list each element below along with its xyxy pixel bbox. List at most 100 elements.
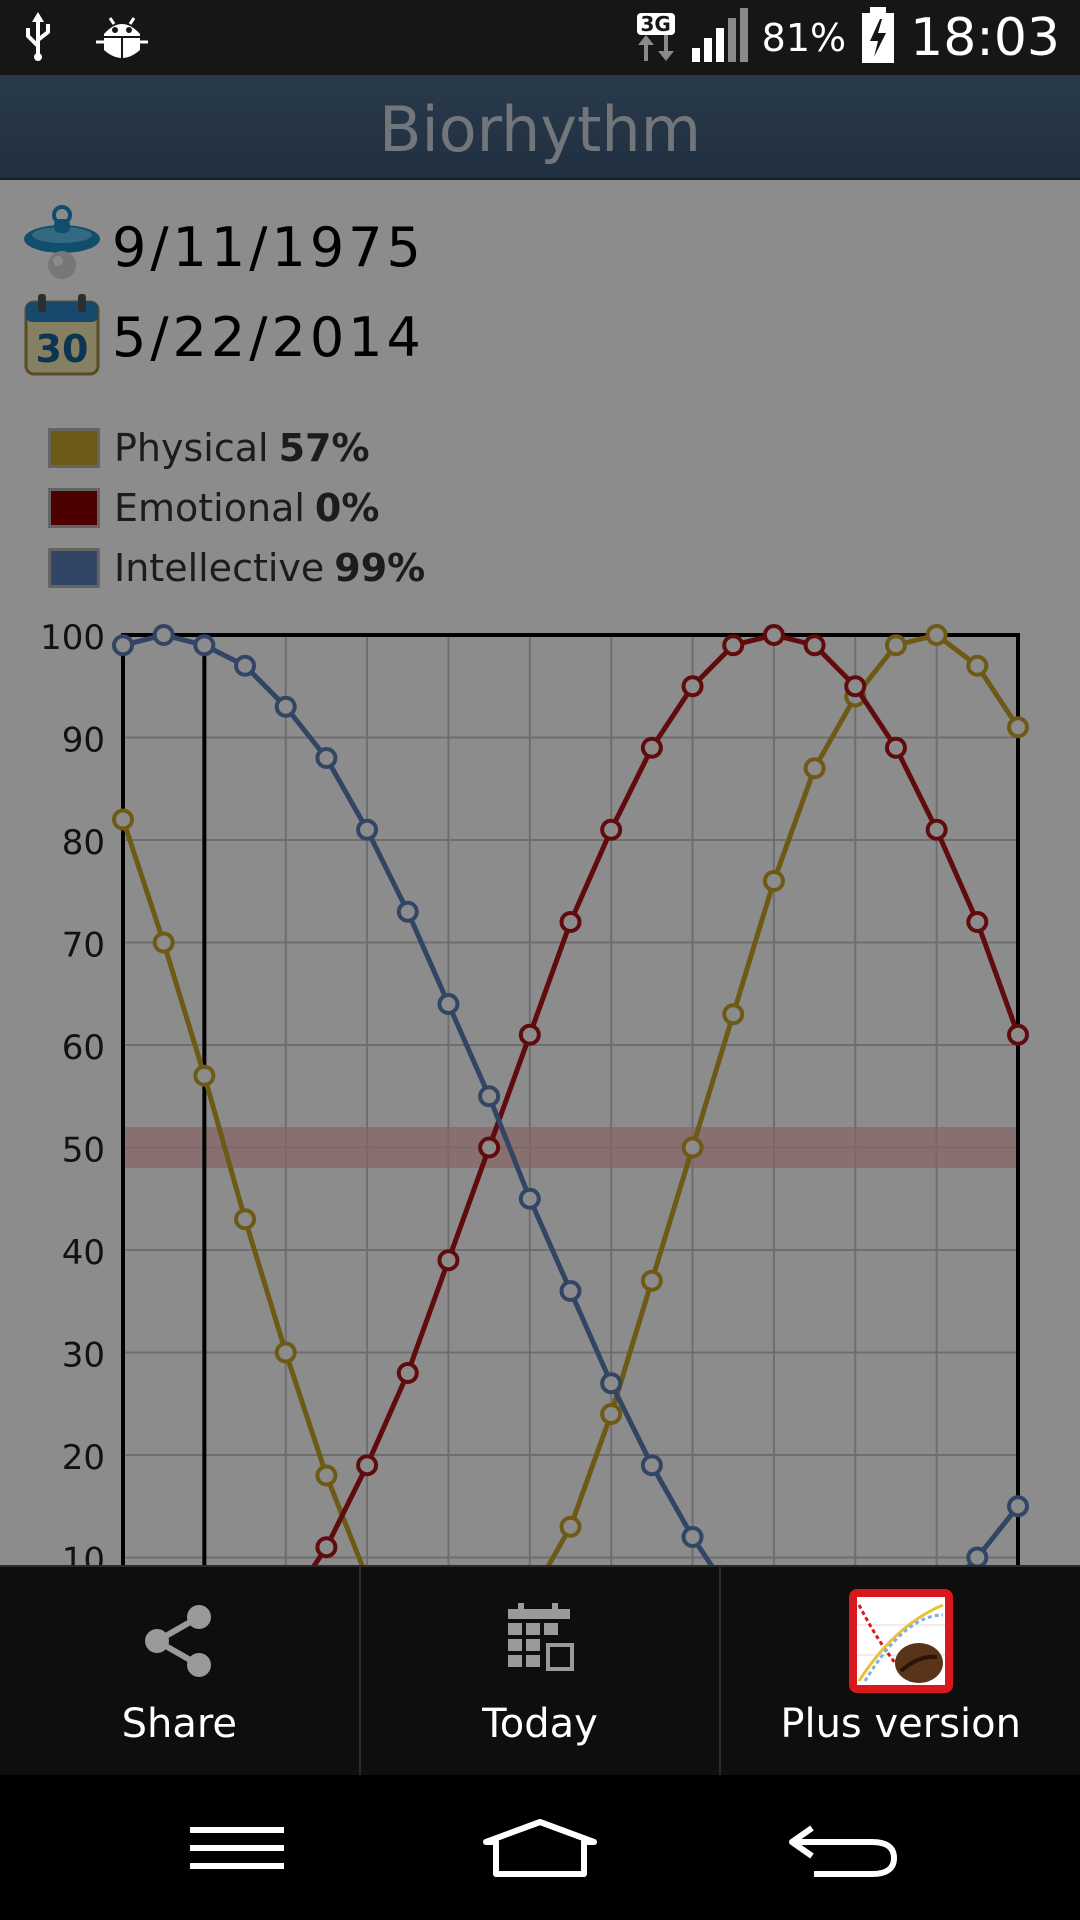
data-point-emotional [315, 1536, 338, 1559]
data-point-emotional [396, 1362, 419, 1384]
back-nav-button[interactable] [764, 1805, 924, 1890]
calendar-today-icon [500, 1581, 580, 1701]
data-point-intellective [559, 1280, 582, 1302]
data-point-physical [112, 808, 134, 831]
data-point-intellective [274, 695, 297, 718]
page-title: Biorhythm [378, 93, 702, 166]
back-icon [789, 1825, 898, 1877]
data-point-physical [925, 624, 948, 646]
usb-icon [22, 12, 54, 66]
main-content: 9/11/1975 30 5/22/2014 Physical 57% [0, 180, 1080, 1565]
data-point-intellective [478, 1085, 501, 1108]
data-point-emotional [437, 1249, 460, 1272]
legend-name: Emotional [114, 486, 305, 530]
share-label: Share [121, 1701, 238, 1747]
network-3g-icon: 3G [636, 12, 676, 63]
reference-band [123, 1127, 1018, 1168]
biorhythm-chart[interactable]: 0102030405060708090100202224262830135791… [0, 180, 1080, 1565]
plus-version-label: Plus version [780, 1701, 1021, 1747]
data-point-physical [274, 1341, 297, 1364]
data-point-physical [559, 1515, 582, 1538]
data-point-intellective [152, 624, 175, 646]
status-bar: 3G 81% [0, 0, 1080, 75]
data-point-intellective [966, 1546, 989, 1565]
y-tick-label: 50 [62, 1131, 105, 1171]
data-point-physical [640, 1269, 663, 1292]
y-tick-label: 20 [62, 1438, 105, 1478]
legend-value: 99% [334, 546, 426, 590]
data-point-emotional [478, 1136, 501, 1159]
battery-percent: 81% [761, 15, 847, 60]
today-label: Today [482, 1701, 598, 1747]
data-point-intellective [396, 900, 419, 923]
pacifier-icon [22, 205, 102, 289]
legend-item-emotional[interactable]: Emotional 0% [48, 478, 425, 538]
data-point-physical [681, 1136, 704, 1159]
legend-item-physical[interactable]: Physical 57% [48, 418, 425, 478]
data-point-physical [315, 1464, 338, 1487]
y-tick-label: 40 [62, 1233, 105, 1273]
menu-icon [190, 1826, 284, 1869]
legend-swatch-physical [48, 428, 100, 468]
current-date-row[interactable]: 30 5/22/2014 [22, 292, 425, 382]
data-point-intellective [640, 1454, 663, 1477]
legend-value: 57% [278, 426, 370, 470]
legend-swatch-intellective [48, 548, 100, 588]
menu-nav-button[interactable] [158, 1805, 318, 1890]
y-tick-label: 10 [62, 1541, 105, 1566]
birth-date-row[interactable]: 9/11/1975 [22, 205, 425, 289]
y-tick-label: 70 [62, 926, 105, 966]
share-icon [139, 1581, 219, 1701]
data-point-emotional [884, 736, 907, 759]
data-point-emotional [600, 818, 623, 841]
data-point-emotional [1007, 1023, 1029, 1046]
y-tick-label: 90 [62, 721, 105, 761]
data-point-physical [884, 634, 907, 657]
home-icon [483, 1818, 597, 1877]
data-point-emotional [722, 634, 745, 657]
legend-item-intellective[interactable]: Intellective 99% [48, 538, 425, 598]
legend-value: 0% [314, 486, 380, 530]
data-point-emotional [762, 624, 785, 646]
data-point-physical [152, 931, 175, 954]
data-point-intellective [356, 818, 379, 841]
plus-version-button[interactable]: Plus version [721, 1567, 1080, 1775]
legend-name: Physical [114, 426, 269, 470]
signal-icon [690, 7, 748, 68]
y-tick-label: 80 [62, 823, 105, 863]
current-date: 5/22/2014 [112, 305, 425, 369]
home-nav-button[interactable] [460, 1805, 620, 1890]
data-point-physical [193, 1064, 216, 1087]
share-button[interactable]: Share [0, 1567, 361, 1775]
data-point-intellective [1007, 1495, 1029, 1518]
data-point-intellective [234, 654, 257, 677]
data-point-intellective [518, 1187, 541, 1210]
clock: 18:03 [910, 7, 1060, 68]
data-point-emotional [640, 736, 663, 759]
y-tick-label: 60 [62, 1028, 105, 1068]
data-point-emotional [966, 911, 989, 933]
data-point-physical [600, 1403, 623, 1425]
debug-icon [94, 10, 150, 68]
data-point-physical [803, 757, 826, 780]
data-point-intellective [193, 634, 216, 657]
data-point-intellective [681, 1526, 704, 1548]
navigation-bar [0, 1775, 1080, 1920]
data-point-emotional [681, 675, 704, 698]
battery-charging-icon [860, 6, 896, 69]
options-menu: Share Today [0, 1565, 1080, 1775]
data-point-intellective [437, 993, 460, 1015]
data-point-intellective [315, 747, 338, 769]
y-tick-label: 30 [62, 1336, 105, 1376]
plus-version-app-icon [845, 1581, 957, 1701]
today-button[interactable]: Today [361, 1567, 722, 1775]
data-point-intellective [600, 1372, 623, 1395]
data-point-emotional [803, 634, 826, 657]
plot-area [123, 635, 1018, 1565]
data-point-emotional [356, 1454, 379, 1477]
legend-name: Intellective [114, 546, 325, 590]
data-point-emotional [518, 1023, 541, 1046]
plot-border [121, 633, 1020, 1565]
y-tick-label: 100 [40, 618, 105, 658]
